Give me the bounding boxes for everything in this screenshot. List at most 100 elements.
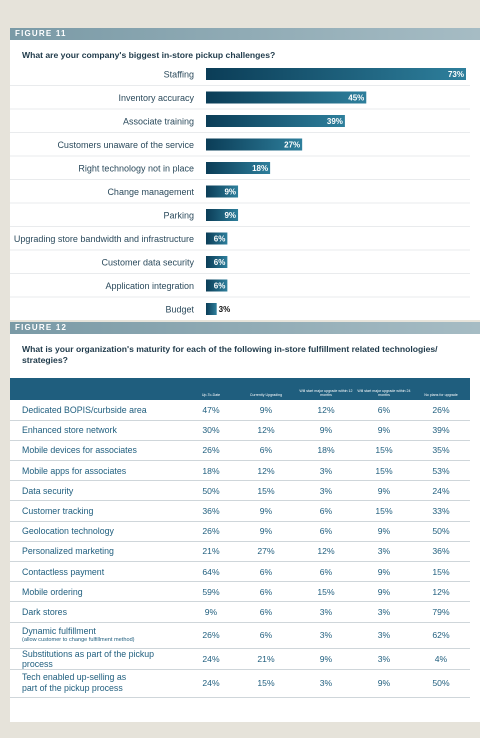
figure-11-header: FIGURE 11 [10, 28, 480, 40]
bar [206, 138, 303, 151]
figure-11-label: FIGURE 11 [15, 29, 67, 38]
table-row: Enhanced store network 30% 12% 9% 9% 39% [10, 420, 470, 441]
row-label: Customer tracking [10, 500, 186, 522]
category-label: Upgrading store bandwidth and infrastruc… [14, 234, 194, 244]
table-row: Tech enabled up-selling as part of the pi… [10, 669, 470, 698]
table-cell: 9% [236, 400, 296, 421]
table-cell: 24% [186, 669, 236, 698]
figure-11-question: What are your company's biggest in-store… [22, 50, 276, 60]
table-cell: 3% [356, 601, 412, 623]
table-cell: 3% [356, 622, 412, 649]
value-label: 39% [327, 117, 343, 126]
category-label: Customer data security [101, 258, 194, 268]
bar [206, 232, 228, 245]
maturity-table: Up-To-Date Currently Upgrading Will star… [10, 378, 470, 698]
table-cell: 33% [412, 500, 470, 522]
col-header: Up-To-Date [186, 378, 236, 400]
value-label: 6% [214, 282, 226, 291]
row-label: Enhanced store network [10, 420, 186, 441]
table-cell: 12% [296, 541, 356, 563]
table-cell: 6% [296, 500, 356, 522]
table-cell: 21% [186, 541, 236, 563]
table-row: Mobile devices for associates 26% 6% 18% 15%… [10, 440, 470, 462]
value-label: 45% [348, 94, 364, 103]
table-cell: 36% [412, 541, 470, 563]
table-cell: 12% [236, 420, 296, 441]
category-label: Parking [163, 211, 194, 221]
table-cell: 6% [356, 400, 412, 421]
row-label-text: Dedicated BOPIS/curbside area [22, 404, 147, 415]
value-label: 18% [252, 164, 268, 173]
value-label: 3% [219, 305, 231, 314]
category-label: Application integration [105, 281, 194, 291]
category-label: Inventory accuracy [118, 93, 194, 103]
table-cell: 35% [412, 440, 470, 462]
row-label: Mobile apps for associates [10, 460, 186, 482]
table-cell: 9% [236, 500, 296, 522]
table-cell: 9% [356, 521, 412, 542]
table-cell: 9% [356, 480, 412, 502]
value-label: 9% [224, 188, 236, 197]
table-cell: 12% [296, 400, 356, 421]
col-header: Currently Upgrading [236, 378, 296, 400]
table-cell: 15% [236, 480, 296, 502]
table-row: Personalized marketing 21% 27% 12% 3% 36% [10, 541, 470, 563]
figure-12-header: FIGURE 12 [10, 322, 480, 334]
bar [206, 185, 239, 198]
table-cell: 62% [412, 622, 470, 649]
table-cell: 3% [296, 669, 356, 698]
table-row: Mobile apps for associates 18% 12% 3% 15% 53% [10, 460, 470, 482]
row-label: Data security [10, 480, 186, 502]
table-cell: 30% [186, 420, 236, 441]
table-cell: 59% [186, 581, 236, 603]
figure-11-panel: What are your company's biggest in-store… [10, 40, 480, 320]
table-cell: 9% [356, 669, 412, 698]
value-label: 6% [214, 258, 226, 267]
row-label-text: Substitutions as part of the pickup proc… [22, 648, 155, 669]
table-row: Dedicated BOPIS/curbside area 47% 9% 12% 6% 2… [10, 400, 470, 421]
table-cell: 39% [412, 420, 470, 441]
table-cell: 6% [236, 601, 296, 623]
table-row: Dynamic fulfillment (allow customer to ch… [10, 622, 470, 649]
table-cell: 27% [236, 541, 296, 563]
table-cell: 3% [296, 601, 356, 623]
table-cell: 3% [296, 622, 356, 649]
table-cell: 15% [356, 460, 412, 482]
table-cell: 4% [412, 648, 470, 670]
table-cell: 6% [236, 622, 296, 649]
table-cell: 15% [412, 561, 470, 583]
row-label: Tech enabled up-selling as part of the pi… [10, 669, 186, 698]
table-cell: 6% [236, 561, 296, 583]
table-row: Contactless payment 64% 6% 6% 9% 15% [10, 561, 470, 583]
bar [206, 256, 228, 268]
challenges-bar-chart: Staffing 73% Inventory accuracy 45% Associat… [10, 68, 470, 315]
row-label: Personalized marketing [10, 541, 186, 563]
table-cell: 18% [186, 460, 236, 482]
value-label: 27% [284, 141, 300, 150]
row-label: Geolocation technology [10, 521, 186, 542]
table-cell: 26% [412, 400, 470, 421]
table-row: Substitutions as part of the pickup proc… [10, 648, 470, 670]
table-row: Geolocation technology 26% 9% 6% 9% 50% [10, 521, 470, 542]
col-header: Will start major upgrade within 12 month… [296, 378, 356, 400]
table-row: Customer tracking 36% 9% 6% 15% 33% [10, 500, 470, 522]
table-cell: 6% [296, 521, 356, 542]
table-cell: 15% [356, 500, 412, 522]
bar [206, 91, 367, 104]
table-cell: 21% [236, 648, 296, 670]
bar [206, 68, 466, 80]
row-label: Substitutions as part of the pickup proc… [10, 648, 186, 670]
row-label-text: Customer tracking [22, 506, 94, 517]
table-cell: 64% [186, 561, 236, 583]
row-label: Mobile devices for associates [10, 440, 186, 462]
row-label-text: part of the pickup process [22, 683, 123, 694]
row-label: Dedicated BOPIS/curbside area [10, 400, 186, 421]
table-cell: 18% [296, 440, 356, 462]
table-cell: 9% [356, 420, 412, 441]
table-cell: 53% [412, 460, 470, 482]
row-label: Dynamic fulfillment (allow customer to ch… [10, 622, 186, 649]
table-cell: 26% [186, 440, 236, 462]
table-row: Dark stores 9% 6% 3% 3% 79% [10, 601, 470, 623]
table-cell: 3% [356, 648, 412, 670]
table-cell: 3% [356, 541, 412, 563]
